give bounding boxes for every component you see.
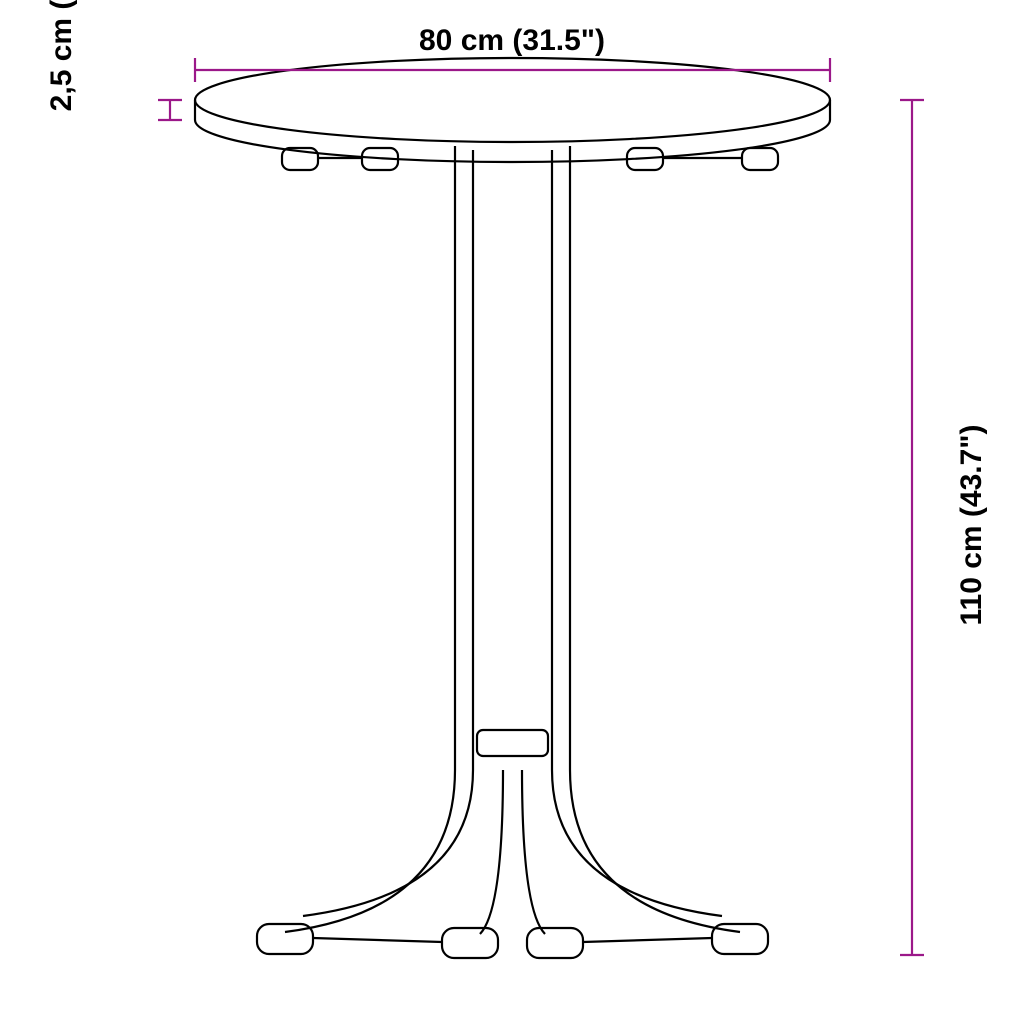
dim-width-label: 80 cm (31.5") [0, 24, 1024, 58]
technical-drawing [0, 0, 1024, 1024]
dim-thickness-label: 2,5 cm (1") [45, 0, 75, 145]
diagram-container: { "canvas": { "width": 1024, "height": 1… [0, 0, 1024, 1024]
dim-height-label: 110 cm (43.7") [955, 395, 985, 655]
